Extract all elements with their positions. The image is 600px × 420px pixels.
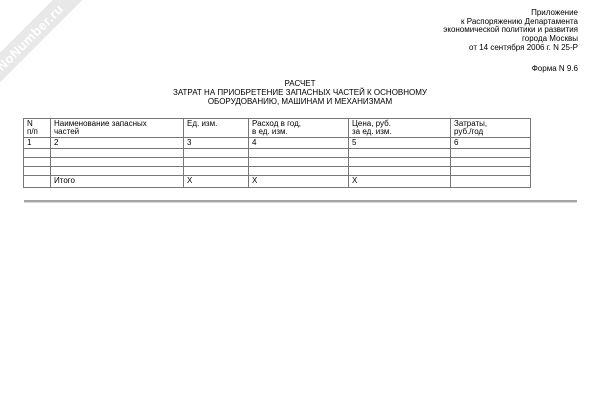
empty-cell [23,166,51,176]
empty-cell [450,157,531,167]
col-header-part-name: Наименование запасных частей [50,118,184,138]
column-number-cell: 5 [348,137,451,149]
table-header-row: N п/п Наименование запасных частей Ед. и… [23,118,531,138]
watermark-text: NoNumber.ru [0,1,67,74]
title-line-1: РАСЧЕТ [284,79,316,88]
column-number-cell: 1 [23,137,51,149]
empty-cell [50,157,184,167]
appendix-line-5: от 14 сентября 2006 г. N 25-Р [469,42,578,52]
total-row: Итого X X X [23,175,531,188]
column-numbering-row: 1 2 3 4 5 6 [23,137,531,149]
title-line-2: ЗАТРАТ НА ПРИОБРЕТЕНИЕ ЗАПАСНЫХ ЧАСТЕЙ К… [172,88,428,97]
col-header-yearly-consumption: Расход в год, в ед. изм. [248,118,349,138]
appendix-line-2: к Распоряжению Департамента [461,16,578,26]
total-cell-number [23,175,51,188]
empty-cell [23,157,51,167]
column-number-cell: 6 [450,137,531,149]
empty-cell [450,148,531,158]
column-number-cell: 2 [50,137,184,149]
empty-cell [183,166,249,176]
empty-cell [348,166,451,176]
total-cell-price: X [348,175,451,188]
column-number-cell: 3 [183,137,249,149]
document-title: РАСЧЕТ ЗАТРАТ НА ПРИОБРЕТЕНИЕ ЗАПАСНЫХ Ч… [23,79,577,106]
col-header-unit-price: Цена, руб. за ед. изм. [348,118,451,138]
empty-cell [183,157,249,167]
appendix-line-4: города Москвы [522,34,578,44]
empty-cell [248,166,349,176]
total-cell-consumption: X [248,175,349,188]
table-row-empty [23,148,531,158]
empty-cell [50,148,184,158]
empty-cell [23,148,51,158]
table-row-empty [23,166,531,176]
table-row-empty [23,157,531,167]
total-label: Итого [50,175,184,188]
appendix-line-1: Приложение [531,8,578,17]
empty-cell [248,157,349,167]
column-number-cell: 4 [248,137,349,149]
empty-cell [183,148,249,158]
col-header-unit: Ед. изм. [183,118,249,138]
appendix-line-3: экономической политики и развития [443,25,578,35]
total-cell-cost [450,175,531,188]
empty-cell [248,148,349,158]
title-line-3: ОБОРУДОВАНИЮ, МАШИНАМ И МЕХАНИЗМАМ [207,97,393,106]
col-header-yearly-cost: Затраты, руб./год [450,118,531,138]
total-cell-unit: X [183,175,249,188]
col-header-row-number: N п/п [23,118,51,138]
horizontal-rule [24,200,577,203]
appendix-block: Приложение к Распоряжению Департамента э… [443,8,578,73]
empty-cell [50,166,184,176]
empty-cell [348,157,451,167]
spare-parts-cost-table: N п/п Наименование запасных частей Ед. и… [23,118,531,188]
empty-cell [450,166,531,176]
empty-cell [348,148,451,158]
form-number-label: Форма N 9.6 [531,63,578,73]
